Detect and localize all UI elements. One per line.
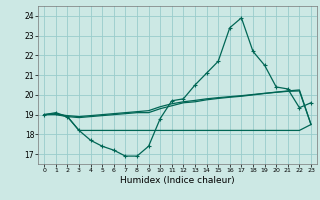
X-axis label: Humidex (Indice chaleur): Humidex (Indice chaleur) (120, 176, 235, 185)
